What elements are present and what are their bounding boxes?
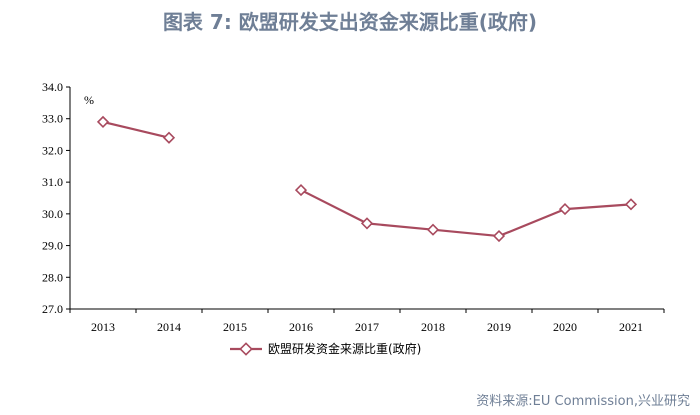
data-point-marker [624,198,638,211]
y-tick-label: 31.0 [42,175,63,189]
x-tick-label: 2013 [91,320,115,334]
x-tick-label: 2016 [289,320,313,334]
y-tick-label: 27.0 [42,302,63,316]
data-point-marker [360,217,374,230]
y-tick-label: 33.0 [42,112,63,126]
source-note: 资料来源:EU Commission,兴业研究 [476,394,690,409]
y-tick-label: 34.0 [42,80,63,94]
x-tick-label: 2014 [157,320,181,334]
data-point-marker [96,115,110,128]
series-markers [96,115,638,243]
y-tick-label: 29.0 [42,239,63,253]
x-tick-label: 2019 [487,320,511,334]
series-line [300,189,632,238]
x-tick-label: 2017 [355,320,379,334]
data-point-marker [426,223,440,236]
legend-label: 欧盟研发资金来源比重(政府) [268,341,421,356]
legend-marker [239,342,253,356]
data-point-marker [162,131,176,144]
y-tick-label: 28.0 [42,270,63,284]
data-point-marker [492,229,506,243]
data-point-marker [294,183,308,197]
y-tick-label: 30.0 [42,207,63,221]
x-tick-label: 2021 [619,320,643,334]
x-tick-label: 2020 [553,320,577,334]
y-ticks: 27.0 28.0 29.0 30.0 31.0 32.0 33.0 34.0 [42,80,70,316]
y-tick-label: 32.0 [42,143,63,157]
x-tick-label: 2015 [223,320,247,334]
x-ticks: 2013 2014 2015 2016 2017 2018 2019 2020 2021 [69,309,665,334]
plot-area: 27.028.029.030.031.032.033.034.0 2013 201… [42,80,665,334]
series-line [102,120,170,139]
x-tick-label: 2018 [421,320,445,334]
data-point-marker [558,203,572,216]
series-lines [102,120,632,238]
y-unit-label: % [84,93,94,107]
chart-title: 图表 7: 欧盟研发支出资金来源比重(政府) [162,10,538,34]
legend: 欧盟研发资金来源比重(政府) [230,341,421,356]
